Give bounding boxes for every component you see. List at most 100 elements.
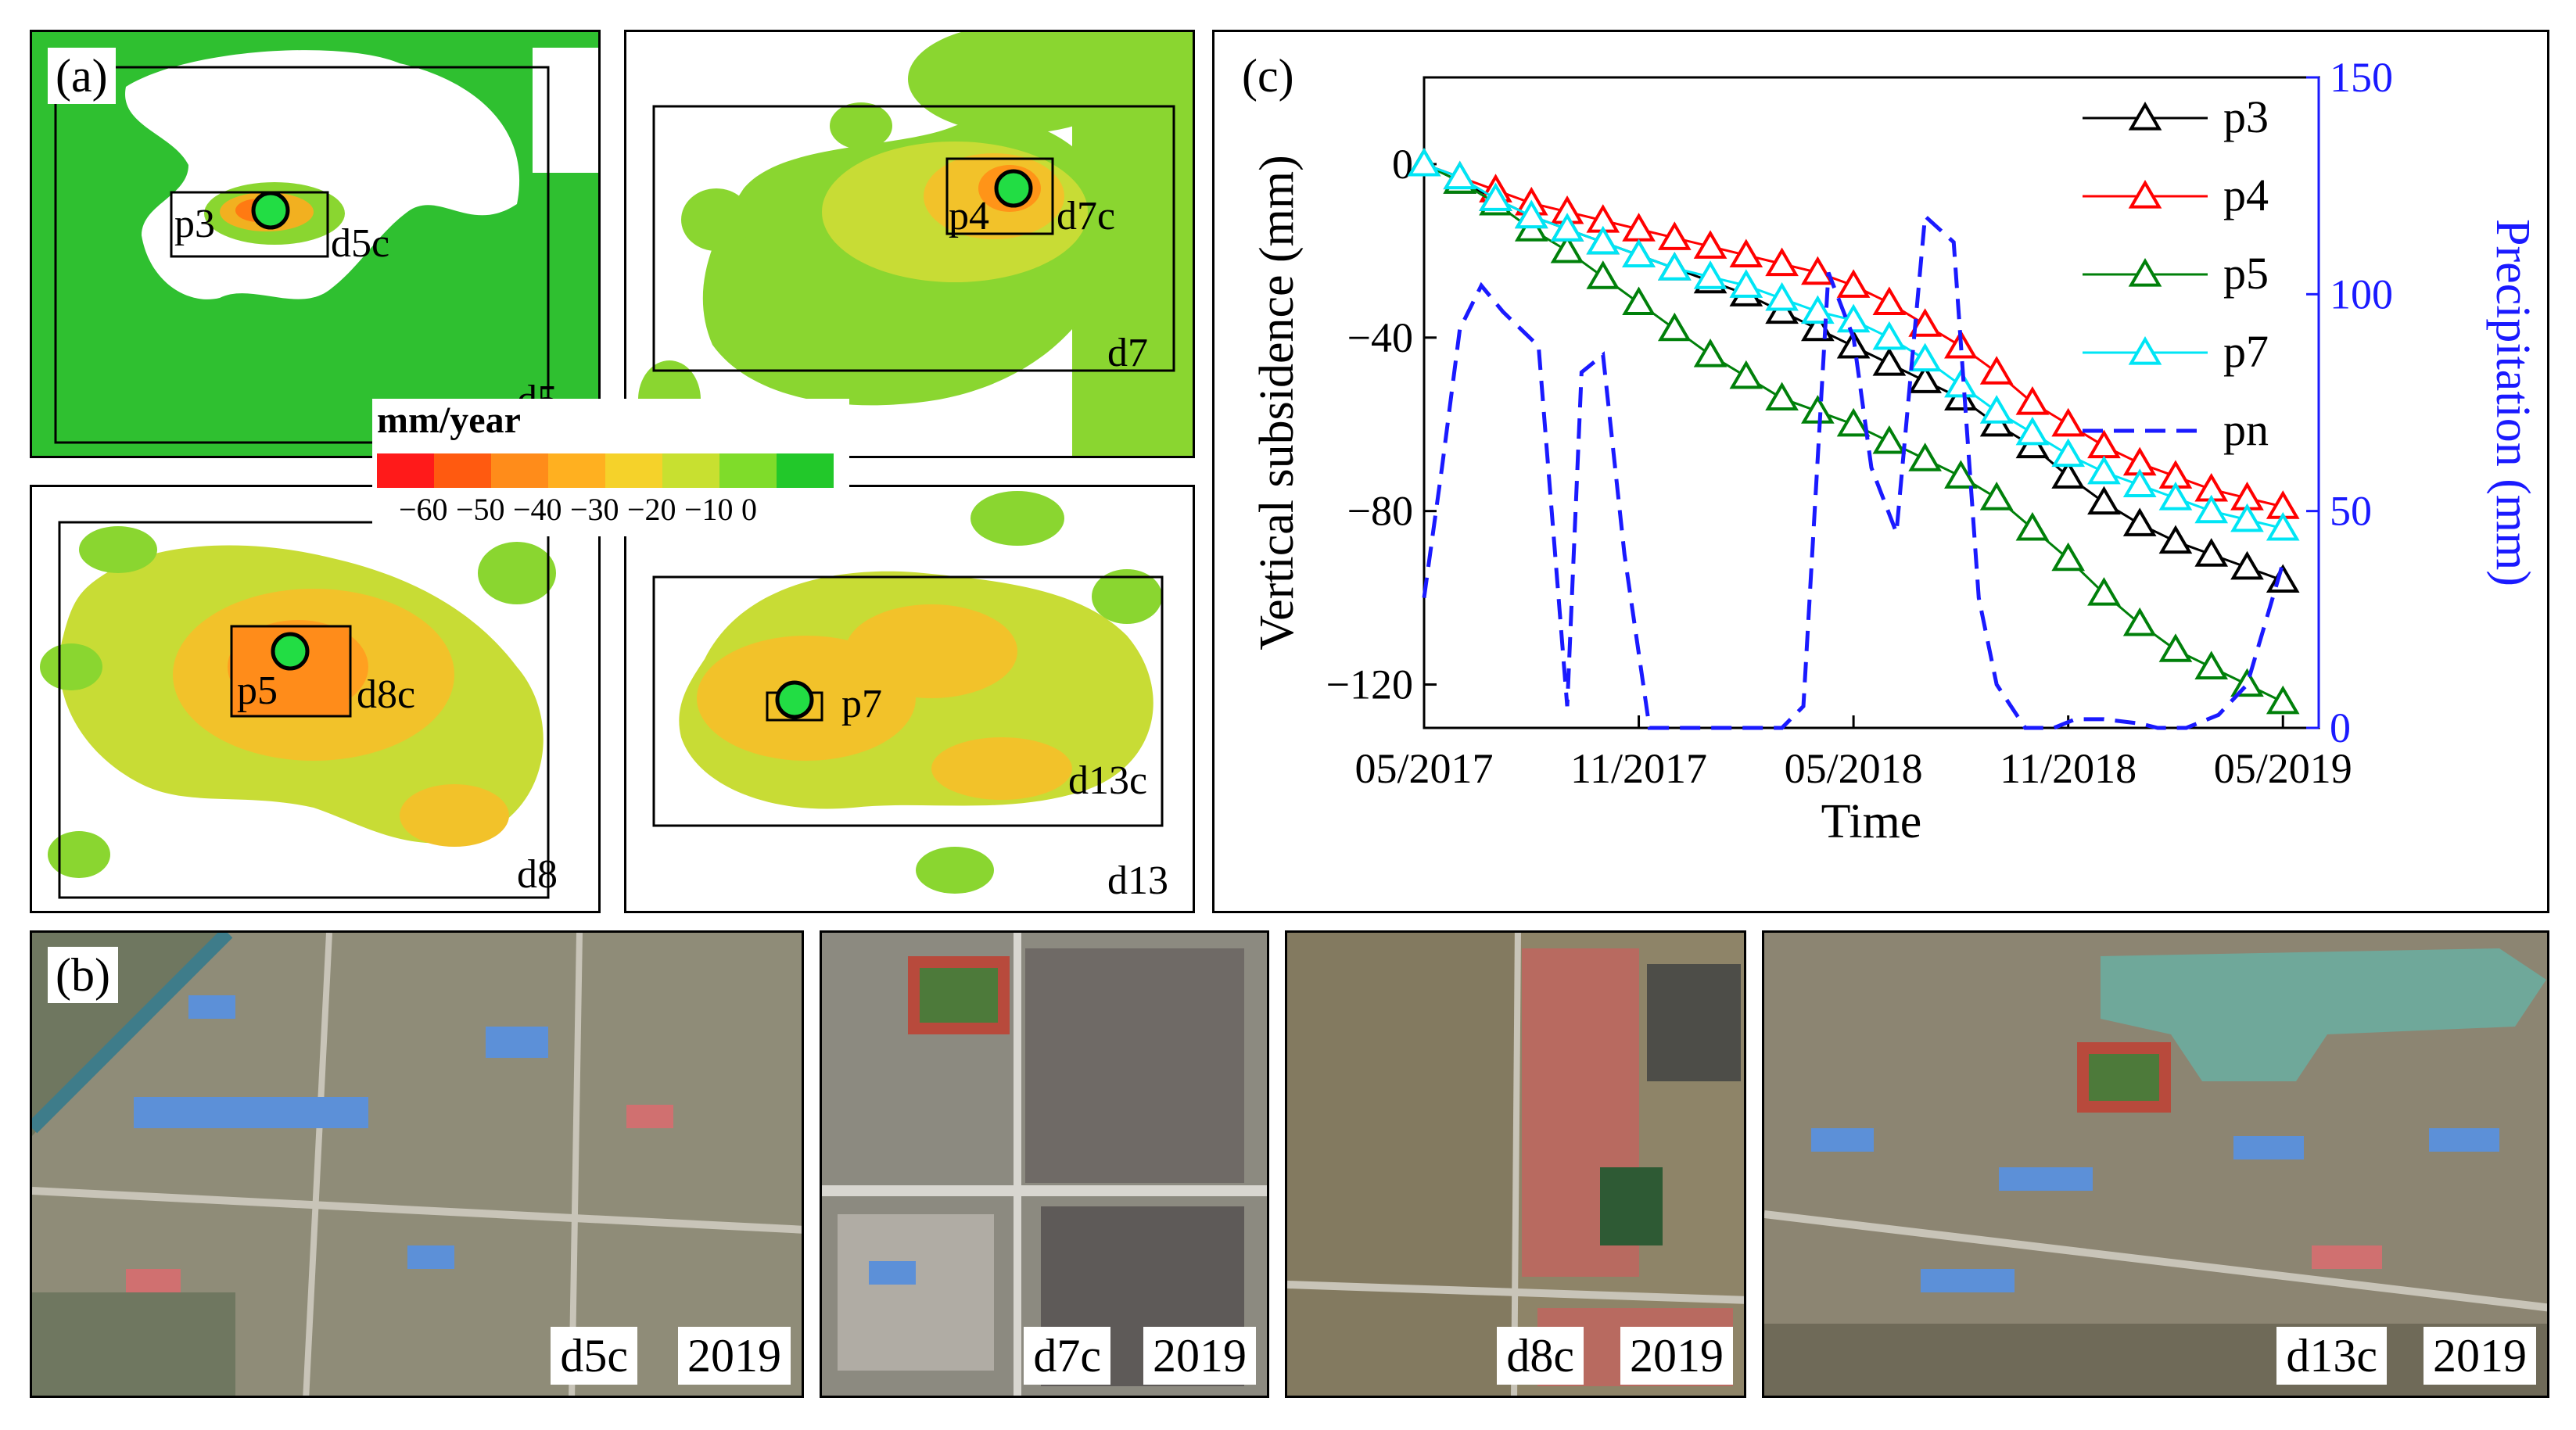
data-point-p7 <box>2015 416 2050 446</box>
satellite-d13c: d13c 2019 <box>1762 930 2549 1398</box>
data-point-p5 <box>1729 360 1763 389</box>
colorbar-swatch <box>377 453 434 488</box>
panel-b: d5c 2019 (b) d7c 2019 d8c <box>30 930 2549 1400</box>
colorbar-tick-label: −50 <box>456 492 505 527</box>
data-point-p7 <box>1836 303 1871 333</box>
data-point-p5 <box>2230 668 2264 697</box>
data-point-p3 <box>2194 538 2229 567</box>
satellite-d7c: d7c 2019 <box>820 930 1269 1398</box>
colorbar-swatches <box>377 453 834 488</box>
y-tick-label: −80 <box>1347 488 1413 535</box>
data-point-p4 <box>1979 356 2014 385</box>
data-point-p3 <box>2230 550 2264 580</box>
satellite-d5c-year: 2019 <box>678 1327 791 1385</box>
legend-label-p7: p7 <box>2223 326 2269 377</box>
x-tick-label: 11/2018 <box>2000 745 2137 792</box>
y-tick-label: −40 <box>1347 314 1413 361</box>
data-point-p4 <box>1908 308 1942 337</box>
legend-marker-p3 <box>2128 102 2162 131</box>
satellite-d13c-year: 2019 <box>2424 1327 2536 1385</box>
colorbar-swatch <box>491 453 548 488</box>
crop-label-d5c: d5c <box>331 221 390 266</box>
data-point-p5 <box>2266 685 2300 715</box>
data-point-p4 <box>1836 269 1871 298</box>
data-point-p7 <box>1407 147 1441 177</box>
plot-frame <box>1423 76 2320 729</box>
legend-marker-p5 <box>2128 258 2162 287</box>
colorbar-swatch <box>662 453 719 488</box>
data-point-p4 <box>2015 386 2050 415</box>
data-point-p7 <box>1765 281 1799 311</box>
colorbar-title: mm/year <box>377 400 521 441</box>
legend-label-p4: p4 <box>2223 170 2269 220</box>
data-point-p7 <box>1801 295 1835 324</box>
data-point-p7 <box>2230 503 2264 532</box>
data-point-p3 <box>2051 460 2086 489</box>
data-point-p7 <box>1872 321 1907 350</box>
data-point-p5 <box>2051 542 2086 572</box>
colorbar-ticks: −60 −50 −40 −30 −20 −10 0 <box>377 491 834 530</box>
crop-label-d8c: d8c <box>357 672 416 717</box>
colorbar-tick-label: −10 <box>684 492 734 527</box>
x-tick-label: 11/2017 <box>1570 745 1707 792</box>
panel-c: (c) 0 −40 −80 −120 0 50 100 150 05/2017 11/2017 05… <box>1212 30 2549 913</box>
map-d8: p5 d8c d8 <box>30 485 601 913</box>
legend-label-pn: pn <box>2223 404 2269 455</box>
satellite-d13c-name: d13c <box>2276 1327 2387 1385</box>
colorbar-swatch <box>719 453 777 488</box>
satellite-d5c: d5c 2019 (b) <box>30 930 804 1398</box>
map-d7: p4 d7c d7 <box>624 30 1195 458</box>
data-point-p7 <box>2194 494 2229 524</box>
data-point-p7 <box>1979 395 2014 424</box>
colorbar-swatch <box>548 453 605 488</box>
series-line-pn <box>1422 212 2285 730</box>
data-point-p5 <box>2087 577 2121 606</box>
data-point-p5 <box>1944 460 1978 489</box>
legend-marker-p7 <box>2128 336 2162 365</box>
data-point-p7 <box>1586 225 1620 255</box>
data-point-p5 <box>2015 511 2050 541</box>
data-point-p7 <box>1657 252 1692 281</box>
data-point-p4 <box>2087 429 2121 459</box>
satellite-d8c-name: d8c <box>1497 1327 1584 1385</box>
data-point-p7 <box>2051 438 2086 468</box>
point-label-p7: p7 <box>841 682 882 726</box>
data-point-p5 <box>2194 650 2229 679</box>
panel-label-c: (c) <box>1242 50 1294 102</box>
y2-tick-label: 100 <box>2330 271 2393 317</box>
y2-tick-label: 150 <box>2330 54 2393 101</box>
satellite-d8c-year: 2019 <box>1620 1327 1733 1385</box>
map-d13: p7 d13c d13 <box>624 485 1195 913</box>
data-point-p7 <box>2266 511 2300 541</box>
area-label-d8: d8 <box>517 852 558 897</box>
data-point-p7 <box>1693 260 1727 289</box>
data-point-p3 <box>1872 347 1907 376</box>
satellite-d7c-year: 2019 <box>1143 1327 1256 1385</box>
point-label-p5: p5 <box>237 668 278 713</box>
data-point-p7 <box>1944 368 1978 398</box>
satellite-d5c-name: d5c <box>551 1327 637 1385</box>
data-point-p4 <box>1693 230 1727 259</box>
subsidence-chart: 0 −40 −80 −120 0 50 100 150 05/2017 11/2017 05/201… <box>1250 54 2539 848</box>
data-point-p3 <box>2158 525 2193 554</box>
legend-label-p3: p3 <box>2223 91 2269 142</box>
satellite-d8c: d8c 2019 <box>1285 930 1746 1398</box>
y2-axis-label: Precipitation (mm) <box>2486 219 2539 586</box>
y-axis-label: Vertical subsidence (mm) <box>1250 155 1304 650</box>
y-tick-label: 0 <box>1392 141 1413 188</box>
legend-marker-p4 <box>2128 180 2162 209</box>
data-point-p7 <box>2087 455 2121 485</box>
data-point-p7 <box>1729 269 1763 298</box>
data-point-p4 <box>1872 286 1907 316</box>
data-point-p7 <box>1479 182 1512 211</box>
colorbar-swatch <box>605 453 662 488</box>
crop-label-d13c: d13c <box>1068 758 1148 803</box>
data-point-p3 <box>2122 507 2157 536</box>
data-point-p5 <box>2122 607 2157 636</box>
data-point-p5 <box>1657 312 1692 342</box>
colorbar-swatch <box>777 453 834 488</box>
colorbar-tick-label: −20 <box>627 492 676 527</box>
data-point-p7 <box>1622 238 1656 268</box>
satellite-d7c-name: d7c <box>1024 1327 1110 1385</box>
map-d5: p3 d5c d5 (a) <box>30 30 601 458</box>
